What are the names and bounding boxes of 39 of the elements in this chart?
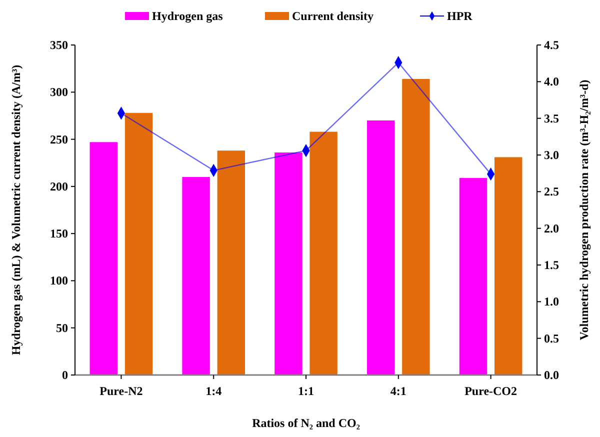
y2-tick-label: 2.5 <box>544 184 559 199</box>
bar <box>90 142 118 375</box>
y2-axis-title: Volumetric hydrogen production rate (m³-H₂/m³-d) <box>577 80 591 340</box>
x-tick-label: Pure-CO2 <box>464 384 518 398</box>
bar <box>182 177 210 375</box>
y-tick-label: 250 <box>50 132 68 146</box>
y-tick-label: 100 <box>50 274 68 288</box>
bar <box>217 150 246 375</box>
y2-tick-label: 3.5 <box>544 111 559 126</box>
legend-label: HPR <box>447 9 473 23</box>
bar <box>459 178 488 375</box>
bar <box>494 157 522 375</box>
y2-tick-label: 1.0 <box>544 294 559 309</box>
legend-label: Hydrogen gas <box>152 9 224 23</box>
y-axis-title: Hydrogen gas (mL) & Volumetric current density (A/m³) <box>9 64 23 356</box>
y-tick-label: 150 <box>50 226 68 241</box>
x-tick-label: Pure-N2 <box>100 384 143 398</box>
y-tick-label: 350 <box>50 38 68 52</box>
y2-tick-label: 4.5 <box>544 38 559 52</box>
y2-tick-label: 2.0 <box>544 221 559 236</box>
x-tick-label: 4:1 <box>390 384 406 398</box>
y2-tick-label: 3.0 <box>544 148 559 162</box>
bar <box>366 120 395 375</box>
bar <box>402 78 430 375</box>
x-tick-label: 1:1 <box>298 384 314 398</box>
y-tick-label: 300 <box>50 85 68 100</box>
y2-tick-label: 0.5 <box>544 331 559 346</box>
y2-tick-label: 0.0 <box>544 368 559 382</box>
y-tick-label: 200 <box>50 179 68 194</box>
bar <box>274 152 302 375</box>
y-tick-label: 50 <box>56 320 68 335</box>
y-tick-label: 0 <box>62 368 68 382</box>
legend-label: Current density <box>292 9 374 23</box>
x-tick-label: 1:4 <box>206 384 222 398</box>
y2-tick-label: 1.5 <box>544 258 559 272</box>
y2-tick-label: 4.0 <box>544 74 559 89</box>
bar <box>310 132 338 375</box>
bar <box>124 112 153 375</box>
x-axis-title: Ratios of N₂ and CO₂ <box>252 416 360 430</box>
